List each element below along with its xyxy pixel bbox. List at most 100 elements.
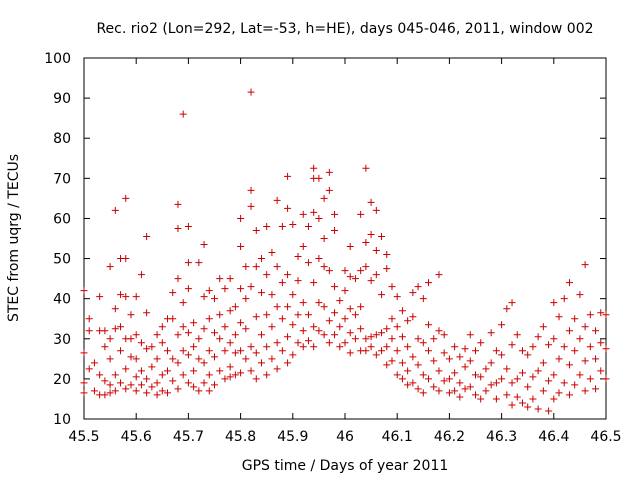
data-point xyxy=(143,345,151,353)
data-point xyxy=(456,393,464,401)
data-point xyxy=(127,353,135,361)
data-point xyxy=(242,263,250,271)
data-point xyxy=(268,249,276,257)
data-point xyxy=(226,373,234,381)
data-point xyxy=(257,359,265,367)
data-point xyxy=(148,383,156,391)
data-point xyxy=(257,331,265,339)
data-point xyxy=(289,291,297,299)
data-point xyxy=(346,305,354,313)
data-point xyxy=(372,351,380,359)
data-point xyxy=(284,359,292,367)
data-point xyxy=(242,355,250,363)
y-tick-label: 40 xyxy=(53,292,71,308)
data-point xyxy=(96,293,104,301)
data-point xyxy=(425,347,433,355)
data-point xyxy=(252,313,260,321)
data-point xyxy=(221,375,229,383)
data-point xyxy=(498,351,506,359)
data-point xyxy=(231,303,239,311)
data-point xyxy=(195,355,203,363)
data-point xyxy=(383,343,391,351)
data-point xyxy=(284,172,292,180)
data-point xyxy=(492,395,500,403)
data-point xyxy=(320,263,328,271)
data-point xyxy=(80,349,88,357)
data-point xyxy=(242,295,250,303)
data-point xyxy=(503,391,511,399)
x-tick-label: 46 xyxy=(336,429,354,445)
data-point xyxy=(456,353,464,361)
data-point xyxy=(430,383,438,391)
data-point xyxy=(190,343,198,351)
data-point xyxy=(247,186,255,194)
data-point xyxy=(299,243,307,251)
data-point xyxy=(205,387,213,395)
data-point xyxy=(586,311,594,319)
data-point xyxy=(111,371,119,379)
data-point xyxy=(435,271,443,279)
data-point xyxy=(137,367,145,375)
data-point xyxy=(268,355,276,363)
data-point xyxy=(404,367,412,375)
data-point xyxy=(398,359,406,367)
data-point xyxy=(565,279,573,287)
data-point xyxy=(252,375,260,383)
data-point xyxy=(247,283,255,291)
data-point xyxy=(257,255,265,263)
data-point xyxy=(268,323,276,331)
data-point xyxy=(310,323,318,331)
data-point xyxy=(106,335,114,343)
data-point xyxy=(503,305,511,313)
data-point xyxy=(184,379,192,387)
y-tick-label: 50 xyxy=(53,252,71,268)
data-point xyxy=(555,313,563,321)
data-point xyxy=(346,243,354,251)
x-tick-label: 46.3 xyxy=(486,429,517,445)
data-point xyxy=(435,367,443,375)
data-point xyxy=(205,315,213,323)
data-point xyxy=(90,359,98,367)
data-point xyxy=(174,331,182,339)
data-point xyxy=(315,327,323,335)
data-point xyxy=(581,357,589,365)
data-point xyxy=(106,263,114,271)
data-point xyxy=(545,341,553,349)
data-point xyxy=(304,259,312,267)
data-point xyxy=(404,343,412,351)
data-point xyxy=(111,325,119,333)
data-point xyxy=(310,208,318,216)
data-point xyxy=(435,327,443,335)
data-point xyxy=(216,335,224,343)
data-point xyxy=(398,375,406,383)
data-point xyxy=(273,196,281,204)
data-point xyxy=(315,214,323,222)
data-point xyxy=(294,277,302,285)
data-point xyxy=(565,391,573,399)
data-point xyxy=(263,222,271,230)
data-point xyxy=(237,347,245,355)
data-point xyxy=(221,347,229,355)
data-point xyxy=(482,365,490,373)
y-tick-label: 60 xyxy=(53,211,71,227)
data-point xyxy=(331,309,339,317)
data-point xyxy=(169,377,177,385)
y-tick-label: 20 xyxy=(53,372,71,388)
data-point xyxy=(284,204,292,212)
data-point xyxy=(263,371,271,379)
data-point xyxy=(592,327,600,335)
y-tick-label: 10 xyxy=(53,412,71,428)
data-point xyxy=(461,385,469,393)
data-point xyxy=(122,255,130,263)
data-point xyxy=(179,371,187,379)
data-point xyxy=(445,355,453,363)
data-point xyxy=(492,379,500,387)
data-point xyxy=(586,375,594,383)
data-point xyxy=(237,319,245,327)
data-point xyxy=(388,315,396,323)
data-point xyxy=(419,339,427,347)
data-point xyxy=(466,383,474,391)
data-point xyxy=(482,387,490,395)
data-point xyxy=(508,341,516,349)
data-point xyxy=(498,321,506,329)
